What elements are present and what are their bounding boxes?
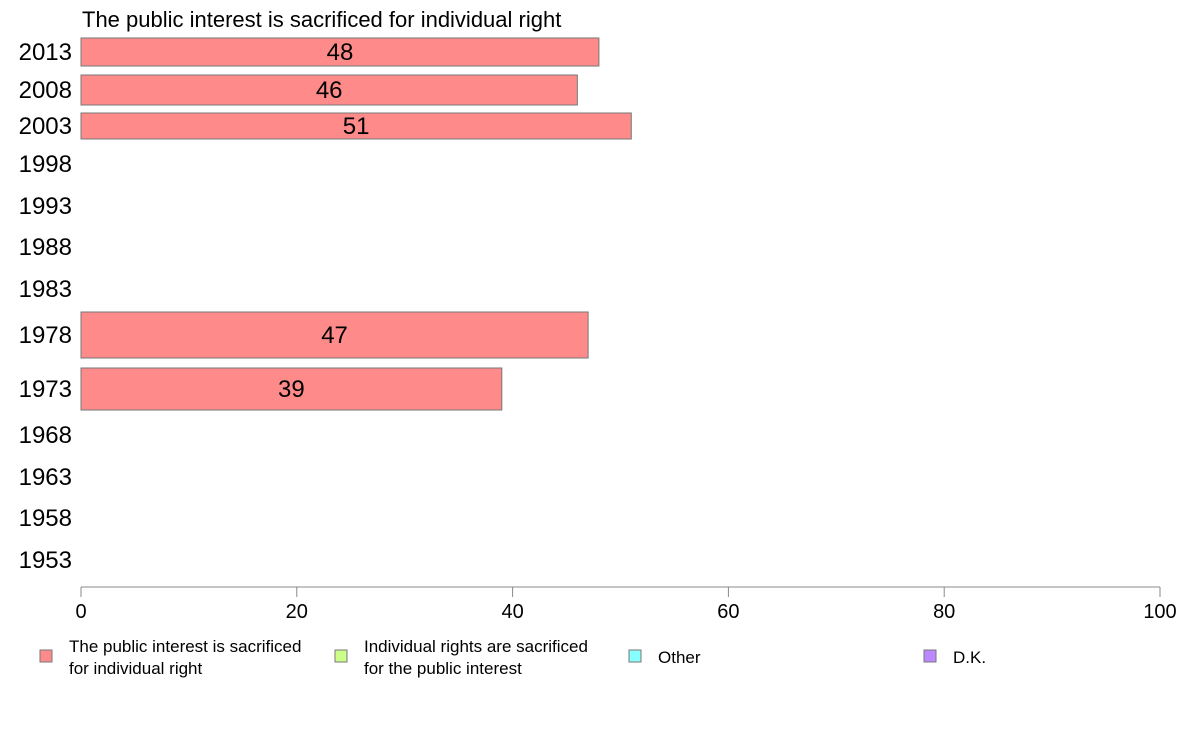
year-label-2013: 2013: [19, 39, 72, 66]
legend-item-2: Individual rights are sacrificed for the …: [334, 637, 588, 678]
legend-swatch: [628, 649, 642, 663]
year-label-2003: 2003: [19, 113, 72, 140]
legend-label-line: Individual rights are sacrificed: [364, 637, 588, 656]
bar-1973: [80, 367, 503, 411]
year-label-2008: 2008: [19, 77, 72, 104]
year-label-1973: 1973: [19, 376, 72, 403]
legend-item-3: Other: [628, 648, 701, 667]
year-label-1988: 1988: [19, 234, 72, 261]
bar-value-label-2013: 48: [327, 39, 354, 66]
bar-value-label-1978: 47: [321, 322, 348, 349]
chart-title: The public interest is sacrificed for in…: [82, 7, 561, 32]
legend-item-1: The public interest is sacrificed for ind…: [39, 637, 301, 678]
legend-swatch: [334, 649, 348, 663]
legend-label-line: The public interest is sacrificed: [69, 637, 301, 656]
x-axis: 0 20 40 60 80 100: [75, 586, 1177, 623]
legend-label-line: Other: [658, 648, 701, 667]
bar-2008: [80, 74, 578, 106]
legend-label-line: D.K.: [953, 648, 986, 667]
year-label-1958: 1958: [19, 505, 72, 532]
x-tick-label-100: 100: [1143, 601, 1176, 623]
legend-label: Individual rights are sacrificed for the …: [364, 637, 588, 678]
bar-value-label-2003: 51: [343, 113, 370, 140]
bar-2003: [80, 112, 632, 140]
legend-item-4: D.K.: [923, 648, 986, 667]
year-labels: 2013 2008 2003 1998 1993 1988 1983 1978 1973 1968…: [19, 39, 72, 574]
bar-2013: [80, 37, 600, 67]
bar-value-label-2008: 46: [316, 77, 343, 104]
year-label-1953: 1953: [19, 547, 72, 574]
x-tick-label-40: 40: [501, 601, 523, 623]
legend-label-line: for individual right: [69, 659, 203, 678]
x-tick-label-60: 60: [717, 601, 739, 623]
year-label-1998: 1998: [19, 151, 72, 178]
year-label-1983: 1983: [19, 276, 72, 303]
legend-label: The public interest is sacrificed for ind…: [69, 637, 301, 678]
year-label-1993: 1993: [19, 193, 72, 220]
x-tick-label-0: 0: [75, 601, 86, 623]
x-tick-label-20: 20: [286, 601, 308, 623]
legend-swatch: [923, 649, 937, 663]
year-label-1963: 1963: [19, 464, 72, 491]
year-label-1978: 1978: [19, 322, 72, 349]
legend-label-line: for the public interest: [364, 659, 522, 678]
bar-1978: [80, 311, 589, 359]
legend: The public interest is sacrificed for ind…: [39, 637, 986, 678]
year-label-1968: 1968: [19, 422, 72, 449]
legend-label: Other: [658, 648, 701, 667]
legend-label: D.K.: [953, 648, 986, 667]
x-tick-label-80: 80: [933, 601, 955, 623]
legend-swatch: [39, 649, 53, 663]
bar-value-label-1973: 39: [278, 376, 305, 403]
